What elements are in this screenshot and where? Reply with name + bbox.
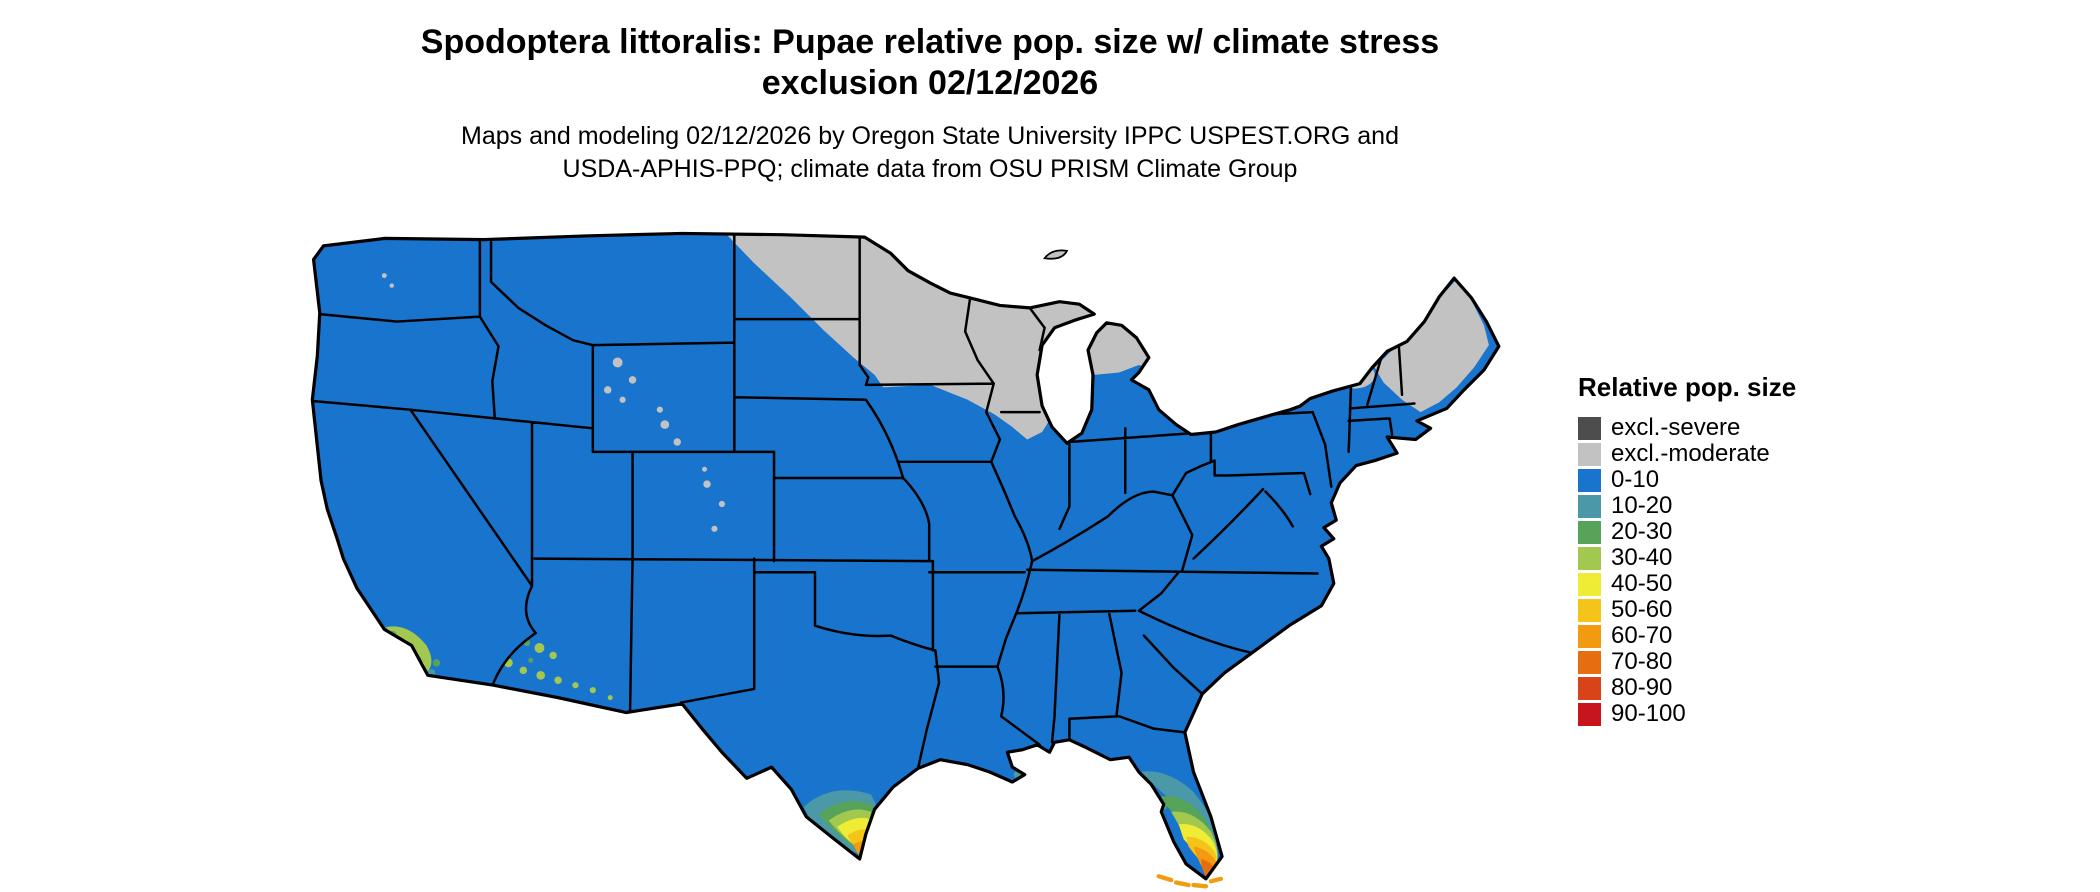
- legend-item: 50-60: [1578, 596, 1878, 623]
- legend-label: 40-50: [1611, 570, 1673, 597]
- legend-swatch: [1578, 546, 1601, 570]
- legend-swatch: [1578, 442, 1601, 466]
- legend-label: 90-100: [1611, 700, 1686, 727]
- map-title: Spodoptera littoralis: Pupae relative po…: [0, 22, 1860, 105]
- state-borders-group: [312, 233, 1416, 770]
- legend-item: 60-70: [1578, 622, 1878, 649]
- legend-swatch: [1578, 520, 1601, 544]
- legend-label: 0-10: [1611, 466, 1660, 493]
- us-map-svg: [310, 231, 1501, 889]
- legend-item: 40-50: [1578, 570, 1878, 597]
- legend-label: excl.-severe: [1611, 414, 1741, 441]
- map-title-line2: exclusion 02/12/2026: [761, 64, 1099, 103]
- legend-label: 80-90: [1611, 674, 1673, 701]
- legend-item: excl.-severe: [1578, 414, 1878, 441]
- map-subtitle-line1: Maps and modeling 02/12/2026 by Oregon S…: [461, 122, 1399, 150]
- legend-label: 20-30: [1611, 518, 1673, 545]
- legend-label: 60-70: [1611, 622, 1673, 649]
- legend-item: 20-30: [1578, 518, 1878, 545]
- florida-keys: [1156, 874, 1224, 889]
- legend-swatch: [1578, 416, 1601, 440]
- legend: Relative pop. size excl.-severe excl.-mod…: [1578, 372, 1878, 727]
- legend-item: 10-20: [1578, 492, 1878, 519]
- legend-swatch: [1578, 650, 1601, 674]
- map-subtitle: Maps and modeling 02/12/2026 by Oregon S…: [0, 120, 1860, 185]
- map-title-line1: Spodoptera littoralis: Pupae relative po…: [420, 23, 1440, 61]
- map-subtitle-line2: USDA-APHIS-PPQ; climate data from OSU PR…: [562, 154, 1298, 183]
- legend-label: excl.-moderate: [1611, 440, 1770, 467]
- us-map: [302, 226, 1534, 890]
- legend-swatch: [1578, 598, 1601, 622]
- mountain-exclusion-specks: [381, 273, 726, 532]
- legend-swatch: [1578, 676, 1601, 700]
- legend-item: 70-80: [1578, 648, 1878, 675]
- legend-label: 50-60: [1611, 596, 1673, 623]
- legend-swatch: [1578, 624, 1601, 648]
- legend-title: Relative pop. size: [1578, 372, 1797, 402]
- legend-swatch: [1578, 572, 1601, 596]
- legend-label: 70-80: [1611, 648, 1673, 675]
- legend-item: excl.-moderate: [1578, 440, 1878, 467]
- legend-item: 0-10: [1578, 466, 1878, 493]
- legend-swatch: [1578, 494, 1601, 518]
- legend-swatch: [1578, 702, 1601, 726]
- state-borders: [312, 233, 1416, 770]
- legend-item: 80-90: [1578, 674, 1878, 701]
- legend-swatch: [1578, 468, 1601, 492]
- legend-label: 30-40: [1611, 544, 1673, 571]
- isle-royale: [1043, 249, 1069, 260]
- legend-items: excl.-severe excl.-moderate 0-10 10-20 20-30…: [1578, 414, 1878, 727]
- legend-item: 90-100: [1578, 700, 1878, 727]
- legend-item: 30-40: [1578, 544, 1878, 571]
- legend-label: 10-20: [1611, 492, 1673, 519]
